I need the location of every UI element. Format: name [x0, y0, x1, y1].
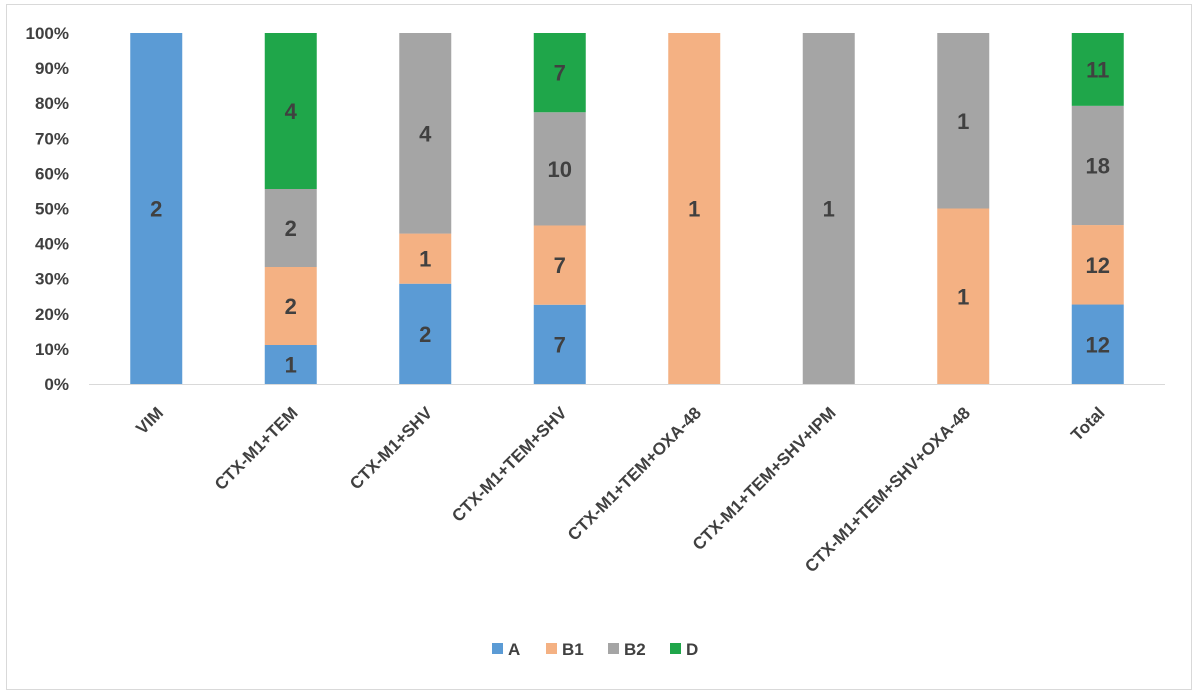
- legend-swatch: [492, 643, 503, 654]
- y-tick-label: 90%: [35, 59, 69, 78]
- bar-segment: [399, 33, 452, 234]
- y-tick-label: 70%: [35, 129, 69, 148]
- x-category-label: VIM: [132, 403, 167, 438]
- data-label: 12: [1086, 332, 1110, 357]
- y-tick-label: 30%: [35, 270, 69, 289]
- data-label: 4: [285, 99, 298, 124]
- bar-segment: [1071, 33, 1124, 106]
- bar-segment: [399, 233, 452, 284]
- y-tick-label: 100%: [26, 24, 69, 43]
- bar-segment: [533, 304, 586, 384]
- x-category-label: CTX-M1+TEM+OXA-48: [564, 403, 705, 544]
- bar-segment: [802, 33, 855, 384]
- bar-segment: [264, 189, 317, 267]
- bar-segment: [264, 345, 317, 384]
- y-tick-label: 10%: [35, 340, 69, 359]
- bar-segment: [264, 33, 317, 189]
- legend-swatch: [670, 643, 681, 654]
- y-tick-label: 60%: [35, 164, 69, 183]
- x-category-label: Total: [1067, 403, 1108, 444]
- data-label: 1: [688, 197, 700, 222]
- bar-segment: [533, 33, 586, 113]
- bar-segment: [533, 112, 586, 226]
- y-tick-label: 40%: [35, 235, 69, 254]
- data-label: 2: [419, 322, 431, 347]
- bar-segment: [668, 33, 721, 384]
- data-label: 7: [554, 332, 566, 357]
- bar-segment: [1071, 225, 1124, 305]
- legend-label: B2: [624, 640, 646, 659]
- bar-segment: [533, 225, 586, 305]
- data-label: 2: [285, 216, 297, 241]
- bar-segment: [1071, 105, 1124, 226]
- bar-segment: [937, 33, 990, 209]
- x-category-label: CTX-M1+TEM: [211, 403, 302, 494]
- legend-label: B1: [562, 640, 584, 659]
- x-category-label: CTX-M1+TEM+SHV+IPM: [689, 403, 840, 554]
- x-category-label: CTX-M1+TEM+SHV: [448, 403, 571, 526]
- y-tick-label: 50%: [35, 200, 69, 219]
- data-label: 10: [548, 157, 572, 182]
- x-category-label: CTX-M1+TEM+SHV+OXA-48: [801, 403, 974, 576]
- y-tick-label: 80%: [35, 94, 69, 113]
- bar-segment: [130, 33, 183, 384]
- legend-label: D: [686, 640, 698, 659]
- bar-segment: [399, 283, 452, 384]
- data-label: 2: [285, 294, 297, 319]
- x-category-label: CTX-M1+SHV: [346, 403, 436, 493]
- data-label: 2: [150, 197, 162, 222]
- data-label: 11: [1086, 57, 1109, 82]
- y-tick-label: 20%: [35, 305, 69, 324]
- chart-frame: 0% 10% 20% 30% 40% 50% 60% 70% 80% 90% 100% 2 VIM 1 2 2…: [6, 4, 1192, 690]
- data-label: 18: [1086, 153, 1110, 178]
- data-label: 1: [957, 109, 969, 134]
- legend-label: A: [508, 640, 520, 659]
- data-label: 1: [419, 247, 431, 272]
- data-label: 1: [957, 284, 969, 309]
- stacked-bar-chart: 0%10%20%30%40%50%60%70%80%90%100%2VIM122…: [26, 24, 1165, 659]
- y-tick-label: 0%: [44, 375, 69, 394]
- legend-swatch: [546, 643, 557, 654]
- data-label: 1: [285, 353, 297, 378]
- bar-segment: [1071, 304, 1124, 384]
- data-label: 1: [823, 197, 835, 222]
- legend-swatch: [608, 643, 619, 654]
- data-label: 4: [419, 121, 432, 146]
- data-label: 7: [554, 253, 566, 278]
- data-label: 12: [1086, 253, 1110, 278]
- bar-segment: [937, 208, 990, 384]
- bar-segment: [264, 267, 317, 345]
- data-label: 7: [554, 61, 566, 86]
